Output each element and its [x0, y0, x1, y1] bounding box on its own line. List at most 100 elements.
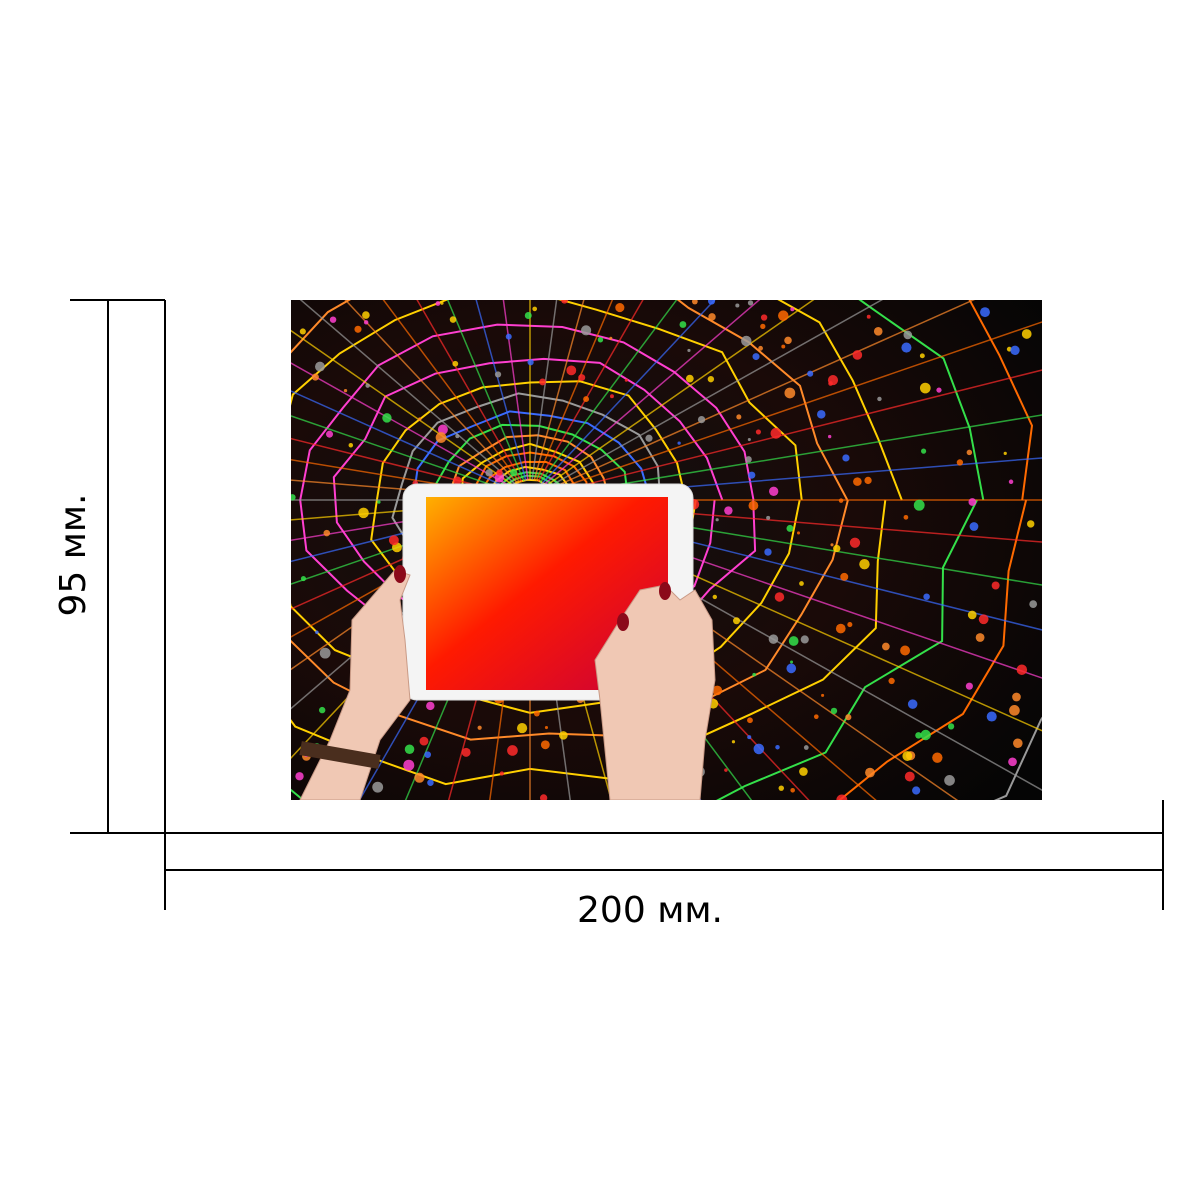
light-dot	[748, 500, 759, 511]
light-dot	[1029, 600, 1038, 608]
tunnel-spoke	[547, 300, 976, 491]
tunnel-spoke	[548, 369, 1042, 495]
light-dot	[697, 415, 706, 424]
light-dot	[758, 345, 763, 351]
light-dot	[788, 636, 799, 646]
light-dot	[921, 448, 927, 454]
light-dot	[760, 314, 768, 321]
tunnel-spoke	[502, 300, 529, 481]
light-dot	[505, 333, 512, 340]
light-dot	[323, 529, 331, 537]
tunnel-spoke	[537, 300, 644, 483]
tunnel-spoke	[541, 300, 716, 485]
light-dot	[527, 359, 534, 366]
light-dot	[781, 344, 786, 349]
light-dot	[966, 449, 973, 456]
light-dot	[524, 312, 532, 319]
light-dot	[496, 469, 503, 476]
light-dot	[299, 328, 306, 335]
light-dot	[790, 787, 795, 793]
width-dimension: 200 мм.	[164, 800, 1164, 931]
light-dot	[532, 306, 538, 312]
tunnel-spoke	[446, 300, 525, 482]
light-dot	[838, 498, 844, 503]
tunnel-spoke	[291, 503, 511, 541]
light-dot	[770, 427, 782, 439]
light-dot	[769, 486, 779, 496]
light-dot	[807, 370, 814, 377]
light-dot	[864, 476, 872, 485]
light-dot	[828, 434, 832, 439]
light-dot	[358, 507, 369, 519]
tunnel-spoke	[344, 300, 519, 485]
light-dot	[499, 771, 504, 776]
light-dot	[315, 630, 319, 635]
light-dot	[735, 303, 740, 308]
light-dot	[849, 537, 861, 548]
tunnel-spoke	[539, 300, 678, 484]
light-dot	[418, 417, 422, 421]
light-dot	[404, 744, 415, 754]
light-dot	[748, 471, 756, 479]
light-dot	[295, 772, 304, 781]
tunnel-spoke	[291, 415, 512, 493]
light-dot	[1021, 329, 1032, 339]
light-dot	[1003, 451, 1007, 455]
light-dot	[877, 396, 882, 402]
light-dot	[903, 330, 913, 340]
light-dot	[691, 300, 698, 305]
light-dot	[755, 429, 761, 435]
light-dot	[365, 383, 370, 388]
light-dot	[799, 581, 804, 586]
light-dot	[311, 373, 319, 381]
light-dot	[936, 387, 942, 393]
light-dot	[382, 413, 392, 423]
light-dot	[752, 353, 760, 361]
light-dot	[830, 543, 834, 547]
light-dot	[830, 707, 838, 715]
light-dot	[969, 522, 979, 531]
light-dot	[784, 336, 792, 345]
light-dot	[377, 500, 381, 504]
light-dot	[845, 714, 852, 721]
light-dot	[615, 302, 625, 313]
light-dot	[778, 310, 789, 321]
light-dot	[435, 432, 447, 443]
light-dot	[354, 325, 362, 333]
light-dot	[907, 699, 918, 709]
tunnel-spoke	[535, 300, 614, 482]
light-dot	[645, 434, 653, 442]
light-dot	[452, 360, 459, 367]
light-dot	[882, 642, 890, 651]
light-dot	[1008, 757, 1017, 767]
light-dot	[913, 499, 925, 511]
light-dot	[790, 660, 794, 664]
light-dot	[920, 729, 931, 741]
light-dot	[865, 767, 875, 778]
light-dot	[859, 558, 870, 570]
light-dot	[840, 572, 849, 581]
tunnel-spoke	[291, 459, 511, 497]
light-dot	[318, 706, 326, 714]
tunnel-spoke	[291, 507, 512, 585]
tunnel-spoke	[475, 300, 527, 481]
tunnel-spoke	[291, 509, 513, 610]
light-dot	[847, 621, 853, 628]
light-dot	[904, 771, 915, 782]
light-dot	[975, 633, 985, 642]
light-dot	[329, 316, 337, 323]
light-dot	[561, 300, 568, 304]
tunnel-ring	[291, 300, 985, 800]
light-dot	[766, 515, 771, 520]
light-dot	[747, 735, 752, 740]
light-dot	[540, 740, 550, 750]
light-dot	[796, 531, 800, 535]
light-dot	[544, 726, 549, 730]
light-dot	[790, 307, 795, 312]
light-dot	[414, 772, 425, 783]
light-dot	[736, 414, 742, 420]
light-dot	[919, 353, 925, 359]
light-dot	[833, 544, 841, 553]
tunnel-spoke	[549, 457, 1042, 499]
